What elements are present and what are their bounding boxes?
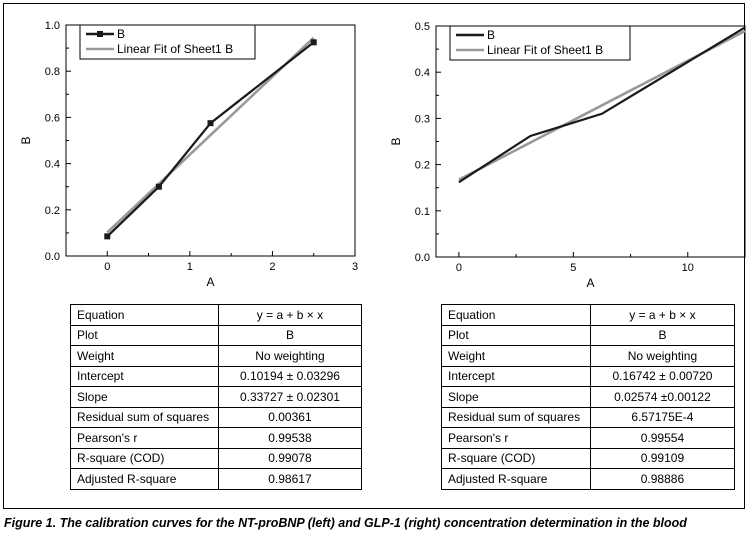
row-label: Residual sum of squares [70,406,219,428]
row-label: Adjusted R-square [70,468,219,490]
row-label: Equation [441,304,591,326]
legend-label: Linear Fit of Sheet1 B [487,43,603,57]
row-label: Plot [70,324,219,346]
x-tick-label: 10 [682,262,694,274]
row-label: Pearson's r [441,427,591,449]
row-label: Pearson's r [70,427,219,449]
table-row: Weight No weighting [70,345,363,367]
legend-marker [97,31,103,37]
row-value: B [217,324,363,346]
y-tick-label: 1.0 [45,20,60,32]
table-row: Adjusted R-square 0.98886 [441,468,736,490]
right-fit-table: Equation y = a + b × x Plot B Weight No weigh… [441,304,736,490]
x-tick-label: 2 [269,261,275,273]
row-label: Adjusted R-square [441,468,591,490]
x-tick-label: 5 [570,262,576,274]
y-tick-label: 0.4 [45,159,60,171]
row-value: 0.98886 [589,468,736,490]
data-point [155,183,162,190]
y-tick-label: 0.4 [415,67,430,79]
table-row: Intercept 0.16742 ± 0.00720 [441,365,736,387]
row-label: R-square (COD) [441,447,591,469]
y-tick-label: 0.8 [45,66,60,78]
row-value: 0.99078 [217,447,363,469]
row-value: No weighting [217,345,363,367]
row-value: 0.16742 ± 0.00720 [589,365,736,387]
table-row: Intercept 0.10194 ± 0.03296 [70,365,363,387]
table-row: Adjusted R-square 0.98617 [70,468,363,490]
row-value: y = a + b × x [217,304,363,326]
y-tick-label: 0.1 [415,206,430,218]
x-tick-label: 0 [104,261,110,273]
y-tick-label: 0.0 [45,251,60,263]
row-label: Intercept [441,365,591,387]
plot-area [65,24,356,257]
table-row: Residual sum of squares 6.57175E-4 [441,406,736,428]
legend-label: Linear Fit of Sheet1 B [117,42,233,56]
table-row: Weight No weighting [441,345,736,367]
row-label: Weight [70,345,219,367]
table-row: R-square (COD) 0.99078 [70,447,363,469]
row-label: Slope [70,386,219,408]
series-line [458,26,746,184]
row-value: 6.57175E-4 [589,406,736,428]
x-axis-label: A [586,276,594,290]
row-label: Intercept [70,365,219,387]
row-value: 0.00361 [217,406,363,428]
data-point [310,39,317,46]
row-label: R-square (COD) [70,447,219,469]
data-point [207,120,214,127]
table-row: R-square (COD) 0.99109 [441,447,736,469]
table-row: Residual sum of squares 0.00361 [70,406,363,428]
left-fit-table: Equation y = a + b × x Plot B Weight No weigh… [70,304,363,490]
x-tick-label: 3 [352,261,358,273]
legend-box [79,24,256,60]
row-value: 0.33727 ± 0.02301 [217,386,363,408]
row-value: 0.02574 ±0.00122 [589,386,736,408]
y-tick-label: 0.2 [415,160,430,172]
y-tick-label: 0.3 [415,113,430,125]
table-row: Pearson's r 0.99554 [441,427,736,449]
y-tick-label: 0.2 [45,205,60,217]
x-tick-label: 1 [187,261,193,273]
row-value: 0.99554 [589,427,736,449]
data-point [104,233,111,240]
figure-caption: Figure 1. The calibration curves for the… [4,516,687,530]
y-tick-label: 0.6 [45,112,60,124]
y-axis-label: B [19,136,33,144]
y-axis-label: B [389,137,403,145]
series-line [106,41,315,238]
x-tick-label: 0 [456,262,462,274]
table-row: Equation y = a + b × x [441,304,736,326]
legend-label: B [487,28,495,42]
row-label: Residual sum of squares [441,406,591,428]
y-tick-label: 0.5 [415,21,430,33]
row-value: y = a + b × x [589,304,736,326]
row-value: 0.98617 [217,468,363,490]
legend-label: B [117,27,125,41]
plot-area [435,25,746,258]
table-row: Slope 0.33727 ± 0.02301 [70,386,363,408]
row-label: Equation [70,304,219,326]
row-value: No weighting [589,345,736,367]
row-label: Weight [441,345,591,367]
legend-box [449,25,631,61]
table-row: Pearson's r 0.99538 [70,427,363,449]
row-value: 0.99538 [217,427,363,449]
row-label: Slope [441,386,591,408]
table-row: Equation y = a + b × x [70,304,363,326]
row-value: 0.99109 [589,447,736,469]
y-tick-label: 0.0 [415,252,430,264]
row-label: Plot [441,324,591,346]
x-axis-label: A [206,275,214,289]
table-row: Slope 0.02574 ±0.00122 [441,386,736,408]
table-row: Plot B [441,324,736,346]
row-value: 0.10194 ± 0.03296 [217,365,363,387]
row-value: B [589,324,736,346]
table-row: Plot B [70,324,363,346]
